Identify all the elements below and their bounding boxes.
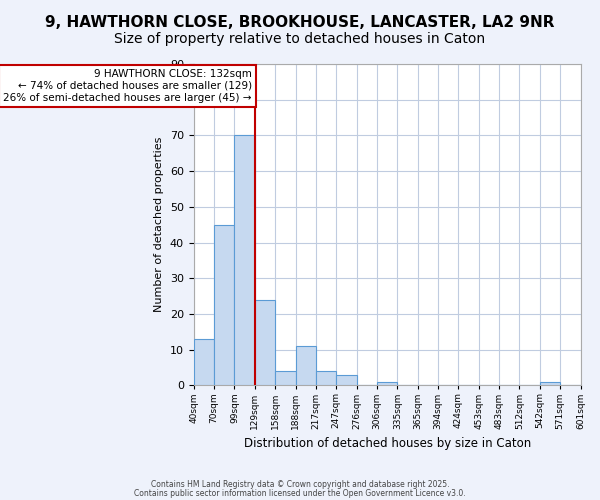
Bar bbox=[235, 136, 255, 386]
Y-axis label: Number of detached properties: Number of detached properties bbox=[154, 137, 164, 312]
Bar bbox=[255, 300, 275, 386]
Bar bbox=[296, 346, 316, 386]
Text: Size of property relative to detached houses in Caton: Size of property relative to detached ho… bbox=[115, 32, 485, 46]
Bar bbox=[316, 371, 336, 386]
Bar bbox=[540, 382, 560, 386]
Bar bbox=[194, 339, 214, 386]
Text: Contains HM Land Registry data © Crown copyright and database right 2025.: Contains HM Land Registry data © Crown c… bbox=[151, 480, 449, 489]
X-axis label: Distribution of detached houses by size in Caton: Distribution of detached houses by size … bbox=[244, 437, 531, 450]
Bar bbox=[214, 224, 235, 386]
Text: Contains public sector information licensed under the Open Government Licence v3: Contains public sector information licen… bbox=[134, 488, 466, 498]
Bar bbox=[275, 371, 296, 386]
Text: 9, HAWTHORN CLOSE, BROOKHOUSE, LANCASTER, LA2 9NR: 9, HAWTHORN CLOSE, BROOKHOUSE, LANCASTER… bbox=[45, 15, 555, 30]
Bar bbox=[336, 374, 356, 386]
Bar bbox=[377, 382, 397, 386]
Text: 9 HAWTHORN CLOSE: 132sqm
← 74% of detached houses are smaller (129)
26% of semi-: 9 HAWTHORN CLOSE: 132sqm ← 74% of detach… bbox=[3, 70, 252, 102]
